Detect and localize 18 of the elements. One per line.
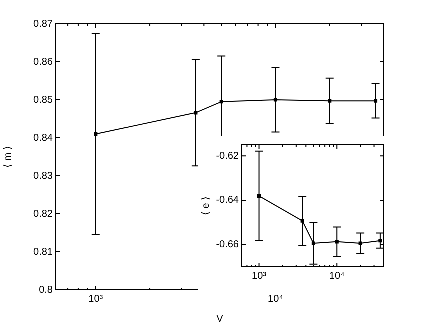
y-tick-label: -0.62 (216, 150, 240, 162)
y-tick-label: 0.83 (34, 170, 54, 182)
y-tick-label: 0.84 (34, 132, 54, 144)
y-tick-label: 0.82 (34, 208, 54, 220)
x-tick-label: 10³ (88, 294, 104, 305)
y-tick-label: 0.81 (34, 246, 54, 258)
y-tick-label: 0.85 (34, 94, 54, 106)
y-tick-label: 0.86 (34, 56, 54, 68)
y-tick-label: -0.66 (216, 240, 240, 251)
y-tick-label: -0.64 (216, 195, 240, 206)
y-tick-label: 0.8 (39, 284, 54, 296)
y-tick-label: 0.87 (34, 18, 54, 30)
y-axis-title: ⟨ m ⟩ (2, 146, 14, 168)
x-axis-title: V (216, 314, 224, 325)
x-tick-label: 10³ (252, 270, 268, 282)
x-tick-label: 10⁴ (268, 294, 284, 305)
x-tick-label: 10⁴ (329, 270, 345, 282)
y-axis-title: ⟨ e ⟩ (200, 196, 212, 216)
